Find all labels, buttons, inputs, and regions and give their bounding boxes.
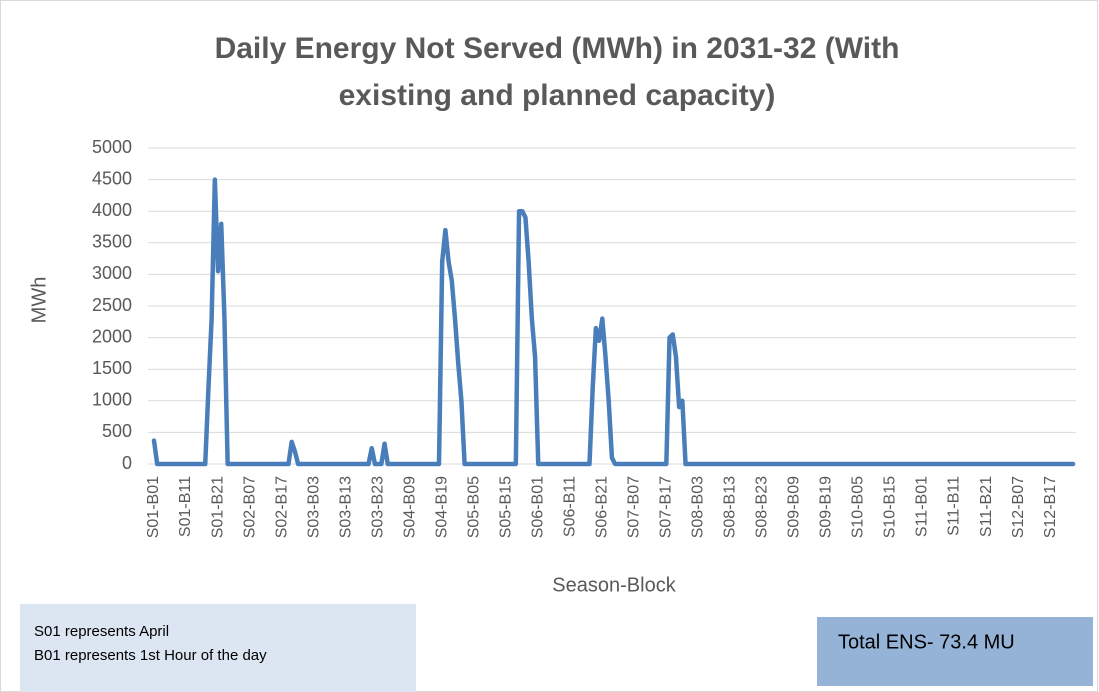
y-tick-label: 1500 (92, 358, 132, 378)
x-tick-label: S08-B13 (722, 476, 739, 538)
plot-area: 0 500 1000 1500 2000 2500 3000 3500 4000 4500 5000… (92, 137, 1076, 538)
total-box (817, 617, 1093, 686)
x-tick-label: S04-B09 (401, 476, 418, 538)
x-tick-label: S01-B21 (209, 476, 226, 538)
y-tick-label: 500 (102, 421, 132, 441)
x-tick-label: S09-B09 (786, 476, 803, 538)
x-tick-label: S04-B19 (433, 476, 450, 538)
x-tick-label: S02-B07 (241, 476, 258, 538)
y-tick-label: 1000 (92, 390, 132, 410)
y-tick-label: 3000 (92, 263, 132, 283)
y-axis-title: MWh (28, 277, 50, 324)
total-label: Total ENS- 73.4 MU (838, 631, 1015, 653)
x-tick-label: S08-B23 (754, 476, 771, 538)
y-tick-label: 4000 (92, 200, 132, 220)
note: S01 represents April (34, 623, 169, 640)
y-tick-label: 3500 (92, 232, 132, 252)
note-box (20, 604, 416, 692)
x-tick-label: S01-B11 (177, 476, 194, 537)
x-tick-label: S06-B21 (594, 476, 611, 538)
x-tick-label: S12-B07 (1010, 476, 1027, 538)
x-tick-label: S06-B11 (561, 476, 578, 537)
x-tick-label: S11-B01 (914, 476, 931, 537)
x-tick-label: S03-B13 (337, 476, 354, 538)
x-tick-label: S11-B11 (946, 476, 963, 536)
chart-title: existing and planned capacity) (339, 79, 776, 112)
y-tick-label: 0 (122, 453, 132, 473)
x-tick-label: S05-B05 (465, 476, 482, 538)
x-tick-label: S06-B01 (529, 476, 546, 538)
y-tick-label: 2000 (92, 326, 132, 346)
x-tick-label: S08-B03 (690, 476, 707, 538)
y-tick-label: 4500 (92, 168, 132, 188)
y-tick-label: 2500 (92, 295, 132, 315)
x-tick-label: S03-B03 (305, 476, 322, 538)
note: B01 represents 1st Hour of the day (34, 647, 267, 664)
x-tick-label: S07-B17 (658, 476, 675, 538)
x-tick-label: S12-B17 (1042, 476, 1059, 538)
x-tick-label: S07-B07 (626, 476, 643, 538)
x-tick-label: S01-B01 (145, 476, 162, 538)
x-tick-label: S10-B15 (882, 476, 899, 538)
y-tick-label: 5000 (92, 137, 132, 157)
x-tick-label: S05-B15 (497, 476, 514, 538)
chart-title: Daily Energy Not Served (MWh) in 2031-32… (215, 32, 900, 65)
x-tick-label: S03-B23 (369, 476, 386, 538)
data-line (151, 177, 1076, 467)
x-axis-title: Season-Block (552, 574, 676, 596)
x-tick-label: S02-B17 (273, 476, 290, 538)
x-tick-label: S09-B19 (818, 476, 835, 538)
x-tick-label: S10-B05 (850, 476, 867, 538)
x-tick-label: S11-B21 (978, 476, 995, 537)
